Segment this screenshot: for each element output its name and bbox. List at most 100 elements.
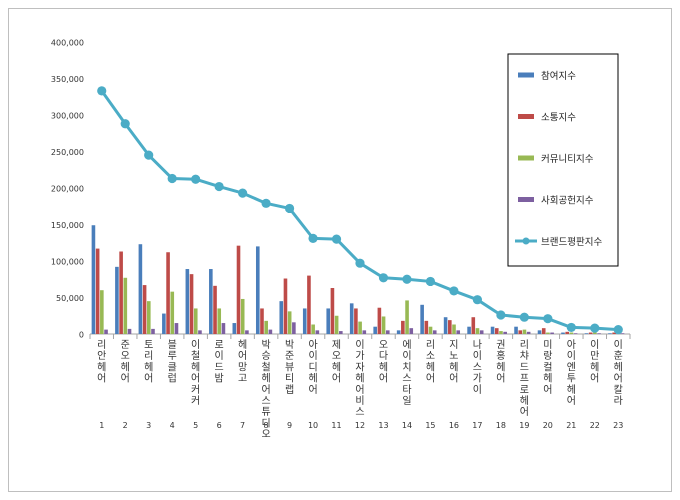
y-tick-label: 150,000: [51, 221, 84, 230]
brand-label-char: 랩: [285, 384, 294, 396]
bar: [471, 317, 476, 334]
category-label: 16: [449, 421, 459, 430]
bar: [151, 328, 155, 334]
legend-swatch: [518, 197, 534, 202]
bar: [443, 317, 448, 334]
bar: [456, 330, 461, 334]
brand-label-char: 스: [355, 406, 364, 418]
legend-swatch: [518, 114, 534, 119]
brand-label-char: 헤: [496, 361, 505, 373]
brand-label-char: 스: [473, 361, 482, 373]
bar: [428, 326, 433, 334]
brand-label-char: 클: [168, 361, 177, 373]
bar: [166, 252, 170, 334]
brand-label-char: 오: [379, 340, 388, 351]
line-point: [120, 119, 130, 129]
bar: [584, 333, 589, 334]
brand-label-char: 헤: [520, 395, 529, 407]
bar: [185, 269, 190, 334]
brand-label-char: 이: [355, 339, 364, 351]
legend-label: 브랜드평판지수: [541, 237, 602, 248]
bar: [401, 320, 405, 334]
brand-label-char: 컬: [543, 360, 552, 373]
brand-label-char: 홍: [496, 349, 505, 362]
category-label: 12: [355, 421, 365, 430]
brand-label-char: 이: [614, 339, 623, 351]
brand-label-char: 커: [191, 384, 200, 396]
brand-label-char: 헤: [144, 361, 153, 373]
line-point: [425, 276, 436, 287]
bar: [467, 326, 471, 334]
bar: [514, 326, 518, 334]
brand-label-char: 일: [402, 395, 411, 407]
category-label: 1: [99, 421, 104, 430]
brand-label-char: 제: [332, 339, 341, 351]
bar: [448, 320, 452, 334]
brand-label-char: 헤: [191, 361, 200, 373]
line-point: [402, 274, 412, 284]
line-point: [472, 295, 482, 305]
brand-label-char: 이: [567, 350, 576, 362]
category-label: 19: [519, 421, 529, 430]
bar: [588, 332, 593, 334]
brand-label-char: 어: [379, 373, 388, 385]
brand-label-char: 헤: [543, 373, 552, 385]
bar: [569, 332, 574, 334]
bar: [424, 320, 429, 334]
brand-label-char: 어: [520, 406, 529, 418]
brand-label-char: 아: [567, 339, 576, 351]
legend-label: 참여지수: [541, 70, 576, 82]
bar: [573, 333, 578, 334]
brand-label-char: 로: [520, 385, 529, 396]
bar: [526, 331, 531, 334]
bar: [240, 298, 245, 334]
brand-label-char: 고: [238, 374, 247, 385]
brand-label-char: 어: [238, 350, 247, 362]
bar: [405, 300, 409, 334]
brand-label-char: 헤: [379, 361, 388, 373]
x-axis-labels: 리안헤어1준오헤어2토리헤어3블루클럽4이철헤어커커5로이드밤6헤어망고7박승철…: [97, 339, 623, 441]
bar: [104, 329, 108, 334]
brand-label-char: 소: [426, 350, 435, 362]
brand-label-char: 이: [308, 350, 317, 362]
brand-label-char: 드: [520, 362, 529, 373]
bar: [127, 328, 132, 334]
bar: [174, 323, 179, 334]
legend-point-swatch: [522, 237, 530, 245]
bar: [620, 333, 625, 334]
line-point: [144, 150, 154, 160]
line-point: [238, 188, 248, 198]
category-label: 2: [123, 421, 128, 430]
brand-label-char: 헤: [261, 373, 270, 385]
bar: [377, 307, 382, 334]
brand-label-char: 티: [285, 373, 294, 385]
category-label: 21: [566, 421, 576, 430]
bar: [550, 332, 554, 334]
brand-label-char: 리: [97, 339, 106, 351]
line-series: [97, 86, 623, 335]
brand-label-char: 철: [191, 350, 200, 362]
bar: [193, 308, 198, 334]
brand-label-char: 에: [402, 339, 411, 351]
bar: [518, 330, 523, 334]
bar: [597, 333, 601, 334]
category-label: 23: [613, 421, 623, 430]
bar: [475, 328, 480, 334]
line-point: [284, 203, 295, 214]
line-point: [214, 181, 224, 192]
bar: [123, 277, 128, 334]
category-label: 15: [425, 421, 435, 430]
brand-label-char: 권: [496, 339, 505, 351]
brand-label-char: 드: [215, 362, 224, 373]
brand-label-char: 어: [355, 384, 364, 396]
brand-label-char: 루: [168, 350, 177, 362]
category-label: 17: [472, 421, 482, 430]
line-point: [97, 86, 107, 96]
bar: [479, 330, 484, 334]
legend-label: 커뮤니티지수: [541, 154, 594, 165]
brand-label-char: 오: [121, 351, 130, 362]
brand-label-char: 이: [473, 384, 482, 396]
brand-label-char: 스: [402, 373, 411, 385]
